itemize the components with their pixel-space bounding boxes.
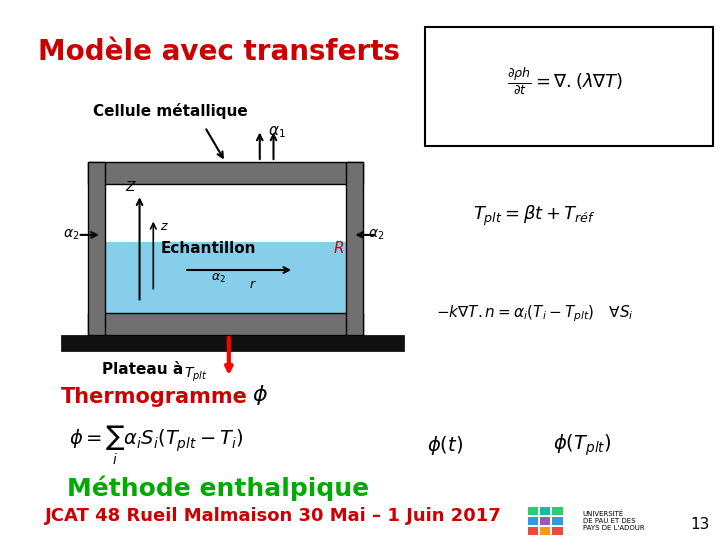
FancyBboxPatch shape — [425, 27, 713, 146]
Text: Méthode enthalpique: Méthode enthalpique — [68, 476, 369, 502]
Text: Echantillon: Echantillon — [161, 241, 256, 256]
Bar — [528, 526, 538, 535]
Text: $\phi = \sum_i \alpha_i S_i \left(T_{plt} - T_i\right)$: $\phi = \sum_i \alpha_i S_i \left(T_{plt… — [69, 424, 244, 467]
Text: Plateau à: Plateau à — [102, 362, 183, 377]
Bar — [552, 507, 563, 515]
Bar — [540, 517, 550, 525]
Text: Thermogramme: Thermogramme — [60, 387, 248, 407]
Bar — [528, 507, 538, 515]
Text: $r$: $r$ — [249, 278, 257, 291]
Bar — [105, 184, 346, 313]
Text: Modèle avec transferts: Modèle avec transferts — [37, 38, 400, 66]
Bar — [88, 162, 105, 335]
Text: JCAT 48 Rueil Malmaison 30 Mai – 1 Juin 2017: JCAT 48 Rueil Malmaison 30 Mai – 1 Juin … — [45, 507, 502, 525]
Bar — [60, 335, 404, 351]
Bar — [88, 162, 363, 184]
Text: $z$: $z$ — [160, 220, 169, 233]
Text: $\phi$: $\phi$ — [252, 383, 268, 407]
Text: $\phi\left(T_{plt}\right)$: $\phi\left(T_{plt}\right)$ — [553, 433, 612, 458]
Text: $T_{plt} = \beta t + T_{réf}$: $T_{plt} = \beta t + T_{réf}$ — [473, 204, 596, 228]
Text: $\alpha_2$: $\alpha_2$ — [369, 228, 384, 242]
Text: $\alpha_1$: $\alpha_1$ — [268, 125, 286, 140]
Text: $\frac{\partial \rho h}{\partial t} = \nabla.\left(\lambda \nabla T\right)$: $\frac{\partial \rho h}{\partial t} = \n… — [508, 65, 624, 97]
Text: $T_{plt}$: $T_{plt}$ — [184, 366, 207, 384]
Text: $\phi(t)$: $\phi(t)$ — [427, 434, 463, 457]
Text: $R$: $R$ — [333, 240, 344, 256]
Text: $\alpha_2$: $\alpha_2$ — [63, 228, 79, 242]
Bar — [552, 526, 563, 535]
Bar — [105, 184, 346, 242]
Bar — [540, 507, 550, 515]
Bar — [540, 526, 550, 535]
Text: 13: 13 — [690, 517, 710, 532]
Bar — [88, 313, 363, 335]
Text: $Z$: $Z$ — [125, 180, 138, 194]
Bar — [552, 517, 563, 525]
Text: $-k\nabla T.n = \alpha_i\left(T_i - T_{plt}\right) \quad \forall S_i$: $-k\nabla T.n = \alpha_i\left(T_i - T_{p… — [436, 303, 634, 323]
Text: $\alpha_2$: $\alpha_2$ — [211, 272, 226, 285]
Text: Cellule métallique: Cellule métallique — [93, 103, 248, 119]
Bar — [528, 517, 538, 525]
Text: UNIVERSITÉ
DE PAU ET DES
PAYS DE L'ADOUR: UNIVERSITÉ DE PAU ET DES PAYS DE L'ADOUR — [582, 510, 644, 531]
Bar — [346, 162, 363, 335]
